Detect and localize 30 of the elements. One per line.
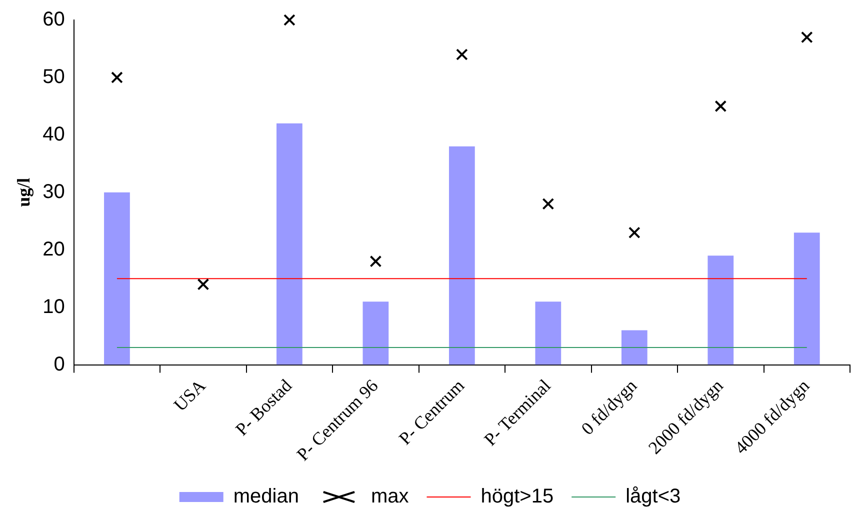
point bbox=[542, 198, 554, 210]
legend-label: median bbox=[233, 486, 299, 508]
y-tick-label: 0 bbox=[54, 353, 65, 376]
point bbox=[111, 72, 123, 84]
legend-label: lågt<3 bbox=[626, 486, 681, 508]
bar bbox=[362, 302, 389, 365]
bar bbox=[448, 146, 475, 365]
y-tick-label: 50 bbox=[42, 66, 65, 88]
y-tick-label: 20 bbox=[42, 238, 65, 260]
y-tick-label: 10 bbox=[42, 296, 65, 318]
y-tick-label: 40 bbox=[42, 123, 65, 146]
point bbox=[197, 278, 210, 290]
bar bbox=[794, 232, 820, 365]
point bbox=[628, 226, 640, 239]
bar bbox=[276, 123, 302, 365]
point bbox=[800, 31, 813, 44]
y-tick-label: 60 bbox=[42, 8, 65, 31]
x-tick-label: USA bbox=[170, 375, 210, 416]
bar bbox=[621, 330, 648, 365]
legend-label: max bbox=[370, 486, 409, 508]
bar bbox=[104, 192, 130, 365]
point bbox=[283, 14, 296, 26]
bar bbox=[535, 302, 562, 365]
y-axis-title: ug/l bbox=[13, 178, 34, 207]
bar bbox=[708, 256, 734, 365]
y-tick-label: 30 bbox=[42, 180, 65, 203]
point bbox=[714, 100, 727, 112]
point bbox=[370, 255, 382, 268]
legend-label: högt>15 bbox=[480, 486, 554, 508]
point bbox=[456, 48, 468, 60]
